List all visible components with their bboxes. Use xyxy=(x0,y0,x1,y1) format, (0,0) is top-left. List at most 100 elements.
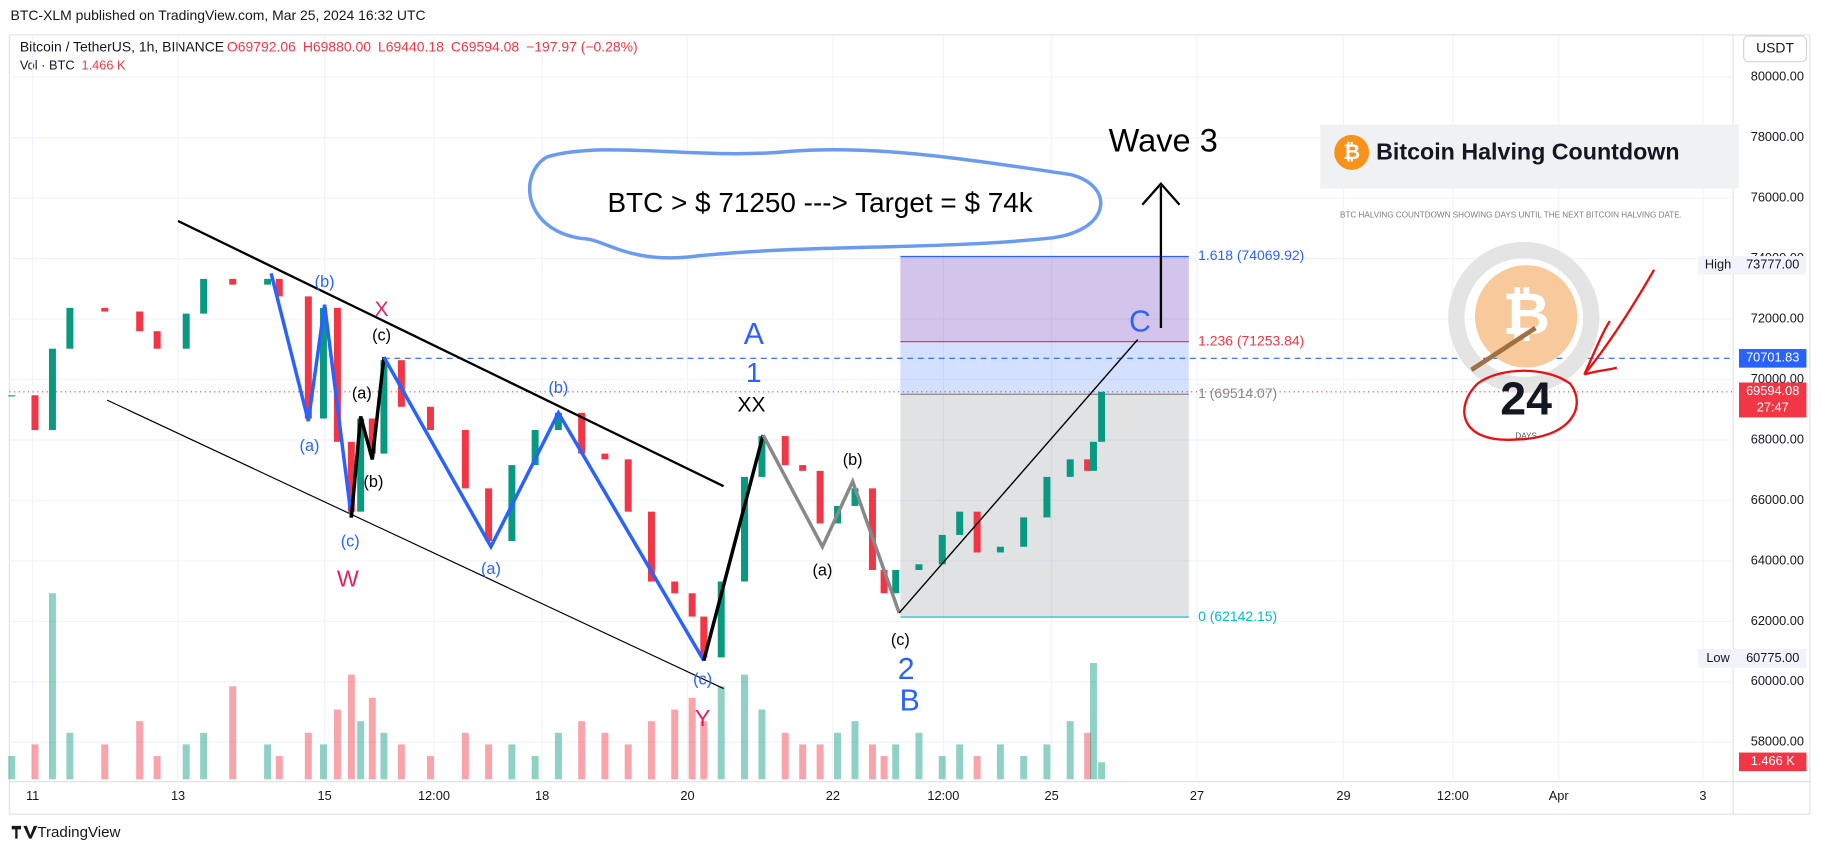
volume-bar xyxy=(647,721,655,780)
x-tick-label: 13 xyxy=(171,788,185,803)
candle xyxy=(671,581,679,594)
fib-zone xyxy=(900,256,1189,342)
candle xyxy=(357,418,365,512)
trend-line xyxy=(177,219,725,488)
candle xyxy=(647,511,655,582)
wave-label: B xyxy=(900,685,920,718)
volume-bar xyxy=(688,697,696,780)
currency-button[interactable] xyxy=(1743,35,1808,63)
wave-label: Y xyxy=(695,705,711,731)
wave-label: (b) xyxy=(843,451,863,469)
volume-bar xyxy=(8,756,16,780)
candle xyxy=(101,307,109,312)
candle xyxy=(915,564,923,571)
volume-bar xyxy=(938,756,946,780)
trend-line xyxy=(106,399,724,690)
candle xyxy=(153,331,161,349)
wave-label: (a) xyxy=(300,437,320,455)
candle xyxy=(264,278,272,285)
volume-tag-label: 1.466 K xyxy=(1751,753,1796,768)
scribble xyxy=(1583,269,1656,376)
countdown-needle xyxy=(1470,326,1537,372)
volume-bar xyxy=(816,744,824,780)
candle xyxy=(624,459,632,512)
volume-bar xyxy=(368,697,376,780)
x-tick-label: 11 xyxy=(26,788,39,803)
candle xyxy=(461,430,469,489)
halving-header xyxy=(1320,124,1739,189)
volume-bar xyxy=(48,593,56,780)
candle xyxy=(880,570,888,594)
volume-tag xyxy=(1738,752,1807,772)
candle xyxy=(347,441,355,512)
candle xyxy=(781,436,789,466)
candle xyxy=(1020,517,1028,547)
volume-bar xyxy=(741,674,748,780)
wave-label: (c) xyxy=(891,631,910,649)
volume-bar xyxy=(880,756,888,780)
volume-bar xyxy=(868,744,876,780)
vol-value: 1.466 K xyxy=(82,58,127,73)
price-tag xyxy=(1738,382,1807,418)
currency[interactable]: USDT xyxy=(1756,40,1794,56)
halving-subtitle: BTC HALVING COUNTDOWN SHOWING DAYS UNTIL… xyxy=(1340,210,1682,219)
candle xyxy=(973,511,981,553)
countdown-coin xyxy=(1474,265,1578,368)
vol-label: Vol · BTC xyxy=(20,58,75,73)
price-tag-label: 73777.00 xyxy=(1746,257,1799,272)
wave-label: (b) xyxy=(364,473,384,491)
candle xyxy=(799,465,807,471)
candle xyxy=(688,593,696,617)
ohlc-value: O69792.06 xyxy=(227,38,296,54)
ohlc-value: C69594.08 xyxy=(451,38,519,54)
y-tick-label: 58000.00 xyxy=(1751,734,1804,749)
volume-bar xyxy=(357,721,365,780)
x-tick-label: 27 xyxy=(1190,788,1204,803)
candle xyxy=(1098,391,1106,442)
wave-label: (c) xyxy=(372,326,391,344)
candle xyxy=(1089,441,1097,471)
volume-bar xyxy=(426,756,434,780)
volume-bar xyxy=(717,686,725,780)
wave-line xyxy=(349,356,386,518)
symbol: Bitcoin / TetherUS, 1h, BINANCE xyxy=(20,38,224,54)
volume-bar xyxy=(347,674,355,780)
x-tick-label: 12:00 xyxy=(1437,788,1469,803)
ohlc-value: −197.97 (−0.28%) xyxy=(526,38,638,54)
candle xyxy=(1043,476,1051,518)
wave-label: 1 xyxy=(746,357,762,388)
wave-line xyxy=(382,356,706,662)
candle xyxy=(717,581,725,658)
y-tick-label: 72000.00 xyxy=(1751,310,1804,325)
x-tick-label: 20 xyxy=(680,788,694,803)
candle xyxy=(1084,459,1092,471)
countdown-days-label: DAYS xyxy=(1515,431,1537,440)
plot xyxy=(8,34,1734,782)
volume-bar xyxy=(1089,662,1097,780)
volume-bar xyxy=(182,744,190,780)
volume-bar xyxy=(799,744,807,780)
volume-bar xyxy=(892,744,900,780)
volume-bar xyxy=(508,744,516,780)
volume-bar xyxy=(578,721,586,780)
wave-label: (a) xyxy=(481,560,501,578)
candle xyxy=(851,488,859,506)
volume-bar xyxy=(380,732,388,780)
volume-bar xyxy=(700,721,708,780)
volume-bar xyxy=(101,744,109,780)
volume-bar xyxy=(956,744,964,780)
wave-label: XX xyxy=(738,393,766,416)
countdown-ring xyxy=(1448,241,1600,394)
volume-bar xyxy=(671,709,679,780)
candle xyxy=(229,278,237,285)
btc-symbol: ₿ xyxy=(1343,141,1360,164)
callout-text: BTC > $ 71250 ---> Target = $ 74k xyxy=(607,187,1032,218)
coin-symbol: ₿ xyxy=(1502,282,1549,347)
scribble xyxy=(1463,369,1578,441)
volume-bar xyxy=(397,744,405,780)
wave-label: (b) xyxy=(548,379,568,397)
candle xyxy=(996,546,1004,553)
candle xyxy=(741,476,748,582)
x-tick-label: Apr xyxy=(1549,788,1570,803)
